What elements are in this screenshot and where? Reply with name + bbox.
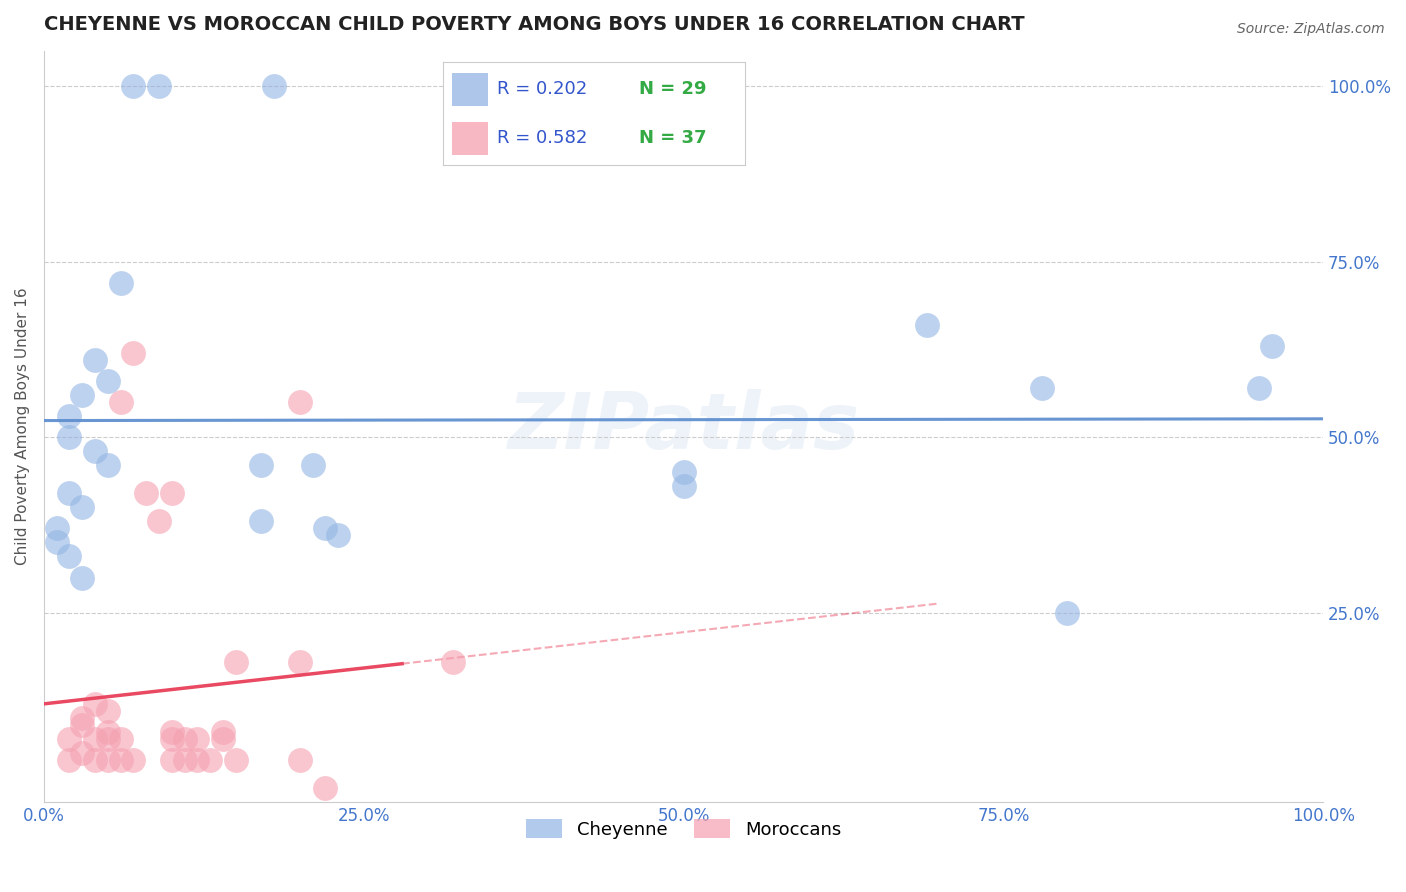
Point	[135, 486, 157, 500]
Point	[441, 655, 464, 669]
Point	[97, 725, 120, 739]
Point	[148, 78, 170, 93]
Point	[212, 732, 235, 747]
Point	[122, 753, 145, 767]
Text: CHEYENNE VS MOROCCAN CHILD POVERTY AMONG BOYS UNDER 16 CORRELATION CHART: CHEYENNE VS MOROCCAN CHILD POVERTY AMONG…	[44, 15, 1025, 34]
Point	[1031, 381, 1053, 395]
Point	[198, 753, 221, 767]
Point	[72, 388, 94, 402]
Point	[1249, 381, 1271, 395]
Point	[97, 458, 120, 472]
Point	[84, 732, 107, 747]
Point	[84, 444, 107, 458]
Point	[45, 521, 67, 535]
Point	[58, 549, 80, 564]
Point	[173, 753, 195, 767]
Point	[110, 395, 132, 409]
Point	[915, 318, 938, 332]
Text: Source: ZipAtlas.com: Source: ZipAtlas.com	[1237, 22, 1385, 37]
Point	[326, 528, 349, 542]
Point	[186, 732, 208, 747]
Point	[160, 732, 183, 747]
Point	[173, 732, 195, 747]
Point	[314, 781, 336, 796]
Point	[97, 374, 120, 388]
Point	[160, 753, 183, 767]
Point	[186, 753, 208, 767]
Point	[45, 535, 67, 549]
Point	[288, 753, 311, 767]
Bar	[451, 122, 488, 155]
Point	[58, 753, 80, 767]
Point	[1056, 606, 1078, 620]
Point	[97, 704, 120, 718]
Point	[288, 655, 311, 669]
Point	[250, 458, 273, 472]
Point	[250, 514, 273, 528]
Point	[84, 352, 107, 367]
Point	[160, 486, 183, 500]
Point	[97, 732, 120, 747]
Point	[314, 521, 336, 535]
Point	[84, 697, 107, 711]
Point	[58, 732, 80, 747]
Point	[122, 346, 145, 360]
Text: R = 0.202: R = 0.202	[498, 80, 588, 98]
Point	[110, 732, 132, 747]
Point	[58, 430, 80, 444]
Point	[72, 746, 94, 760]
Point	[225, 753, 247, 767]
Point	[160, 725, 183, 739]
Legend: Cheyenne, Moroccans: Cheyenne, Moroccans	[519, 812, 848, 846]
Bar	[451, 73, 488, 105]
Point	[97, 753, 120, 767]
Point	[148, 514, 170, 528]
Text: R = 0.582: R = 0.582	[498, 129, 588, 147]
Point	[72, 711, 94, 725]
Text: N = 29: N = 29	[640, 80, 707, 98]
Point	[122, 78, 145, 93]
Point	[1261, 339, 1284, 353]
Text: N = 37: N = 37	[640, 129, 707, 147]
Point	[72, 570, 94, 584]
Text: ZIPatlas: ZIPatlas	[508, 389, 859, 465]
Point	[72, 500, 94, 515]
Y-axis label: Child Poverty Among Boys Under 16: Child Poverty Among Boys Under 16	[15, 288, 30, 566]
Point	[225, 655, 247, 669]
Point	[672, 479, 695, 493]
Point	[212, 725, 235, 739]
Point	[301, 458, 323, 472]
Point	[110, 753, 132, 767]
Point	[84, 753, 107, 767]
Point	[58, 409, 80, 423]
Point	[72, 718, 94, 732]
Point	[263, 78, 285, 93]
Point	[672, 465, 695, 479]
Point	[288, 395, 311, 409]
Point	[110, 276, 132, 290]
Point	[58, 486, 80, 500]
